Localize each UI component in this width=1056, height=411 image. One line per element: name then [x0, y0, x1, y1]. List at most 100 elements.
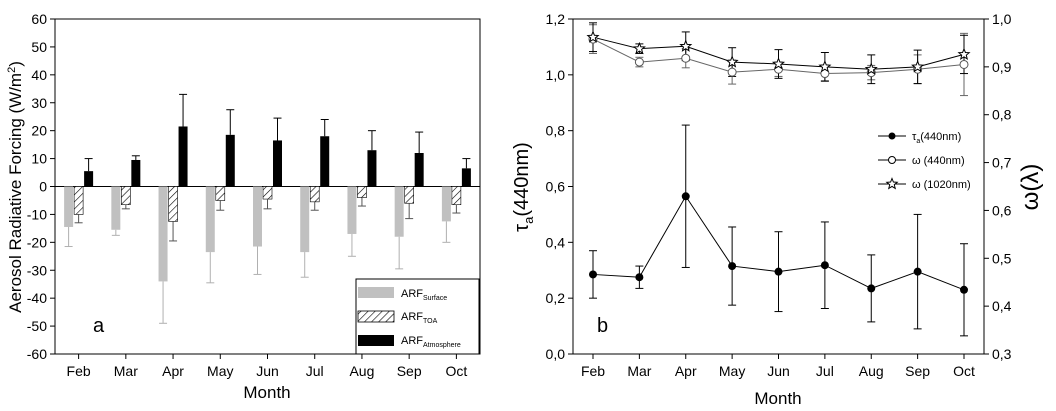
y-tick-label: 50	[31, 39, 47, 55]
point-omega-1020	[681, 41, 691, 51]
x-tick-label: Sep	[397, 363, 422, 379]
y-tick-label: 0	[39, 179, 47, 195]
bar-atmosphere	[415, 153, 424, 187]
bar-surface	[442, 187, 451, 222]
left-y-tick-label: 0,4	[546, 234, 566, 250]
left-y-tick-label: 1,0	[546, 67, 566, 83]
point-tau	[960, 286, 968, 294]
chart-a-y-axis: -60 -50 -40 -30 -20 -10 0 10 20 30 40 50 60	[27, 11, 55, 362]
chart-b-left-y-axis-label: τa(440nm)	[511, 142, 536, 232]
bar-toa	[310, 187, 319, 202]
bar-surface	[206, 187, 215, 253]
legend-label-omega-440: ω (440nm)	[912, 155, 965, 167]
legend-label-omega-1020: ω (1020nm)	[912, 179, 971, 191]
point-tau	[867, 284, 875, 292]
point-tau	[914, 268, 922, 276]
y-tick-label: -60	[27, 346, 47, 362]
chart-a-x-axis-label: Month	[243, 383, 290, 402]
chart-b-x-axis: Feb Mar Apr May Jun Jul Aug Sep Oct	[581, 354, 975, 379]
legend-swatch-toa	[358, 311, 394, 322]
point-omega-440	[635, 58, 643, 66]
y-tick-label: -40	[27, 290, 47, 306]
y-tick-label: -20	[27, 234, 47, 250]
chart-a-x-axis: Feb Mar Apr May Jun Jul Aug Sep Oct	[67, 354, 468, 379]
point-omega-1020	[634, 43, 644, 53]
point-omega-440	[960, 60, 968, 68]
legend-marker-omega-440	[889, 157, 896, 164]
bar-surface	[395, 187, 404, 237]
point-omega-1020	[959, 49, 969, 59]
bar-surface	[111, 187, 120, 230]
right-y-tick-label: 0,4	[992, 298, 1012, 314]
right-y-tick-label: 0,7	[992, 155, 1012, 171]
x-tick-label: Oct	[445, 363, 467, 379]
bar-toa	[121, 187, 130, 205]
point-tau	[821, 261, 829, 269]
point-tau	[728, 262, 736, 270]
chart-b-legend: τa(440nm) ω (440nm) ω (1020nm)	[878, 131, 971, 191]
bar-toa	[405, 187, 414, 204]
left-y-tick-label: 0,0	[546, 346, 566, 362]
x-tick-label: Jun	[767, 363, 790, 379]
right-y-tick-label: 0,9	[992, 59, 1012, 75]
right-y-tick-label: 0,3	[992, 346, 1012, 362]
y-tick-label: 20	[31, 123, 47, 139]
bar-surface	[159, 187, 168, 282]
point-omega-440	[682, 54, 690, 62]
chart-a-legend: ARFSurface ARFTOA ARFAtmosphere	[356, 279, 479, 354]
bar-toa	[452, 187, 461, 205]
chart-b-right-y-axis: 0,3 0,4 0,5 0,6 0,7 0,8 0,9 1,0	[984, 11, 1012, 362]
point-omega-1020	[727, 57, 737, 67]
right-y-tick-label: 0,6	[992, 202, 1012, 218]
bar-atmosphere	[462, 168, 471, 186]
bar-toa	[169, 187, 178, 222]
bar-atmosphere	[367, 150, 376, 186]
y-tick-label: -50	[27, 318, 47, 334]
y-tick-label: 60	[31, 11, 47, 27]
x-tick-label: Mar	[627, 363, 651, 379]
legend-marker-tau	[889, 133, 896, 140]
bar-toa	[216, 187, 225, 201]
y-tick-label: -10	[27, 206, 47, 222]
bar-surface	[253, 187, 262, 247]
x-tick-label: Jul	[816, 363, 834, 379]
chart-b-left-y-axis: 0,0 0,2 0,4 0,6 0,8 1,0 1,2	[546, 11, 573, 362]
chart-b-right-y-axis-label: ω(λ)	[1017, 164, 1044, 211]
x-tick-label: Apr	[675, 363, 697, 379]
point-tau	[682, 192, 690, 200]
x-tick-label: Aug	[859, 363, 884, 379]
right-y-tick-label: 0,5	[992, 250, 1012, 266]
bar-atmosphere	[179, 126, 188, 186]
legend-label-tau: τa(440nm)	[912, 131, 961, 145]
x-tick-label: May	[207, 363, 233, 379]
bar-surface	[300, 187, 309, 253]
right-y-tick-label: 0,8	[992, 107, 1012, 123]
bar-surface	[64, 187, 73, 227]
x-tick-label: May	[719, 363, 745, 379]
chart-b: 0,0 0,2 0,4 0,6 0,8 1,0 1,2 0,3 0,4 0,5 0,6 0,7 0,8…	[511, 11, 1044, 408]
y-tick-label: 40	[31, 67, 47, 83]
x-tick-label: Aug	[349, 363, 374, 379]
y-tick-label: 10	[31, 151, 47, 167]
x-tick-label: Jun	[256, 363, 279, 379]
right-y-tick-label: 1,0	[992, 11, 1012, 27]
left-y-tick-label: 0,6	[546, 179, 566, 195]
x-tick-label: Oct	[953, 363, 975, 379]
chart-a: -60 -50 -40 -30 -20 -10 0 10 20 30 40 50 60 Feb Mar Ap…	[6, 11, 480, 402]
bar-atmosphere	[131, 160, 140, 187]
x-tick-label: Apr	[162, 363, 184, 379]
bar-atmosphere	[320, 136, 329, 186]
bar-atmosphere	[226, 135, 235, 187]
left-y-tick-label: 0,8	[546, 123, 566, 139]
point-tau	[635, 273, 643, 281]
bar-atmosphere	[84, 171, 93, 186]
bar-toa	[263, 187, 272, 200]
left-y-tick-label: 1,2	[546, 11, 566, 27]
legend-swatch-atmosphere	[358, 335, 394, 346]
chart-b-panel-label: b	[597, 315, 608, 337]
bar-surface	[347, 187, 356, 234]
chart-a-y-axis-label: Aerosol Radiative Forcing (W/m2)	[6, 61, 25, 313]
bar-atmosphere	[273, 140, 282, 186]
x-tick-label: Feb	[581, 363, 605, 379]
